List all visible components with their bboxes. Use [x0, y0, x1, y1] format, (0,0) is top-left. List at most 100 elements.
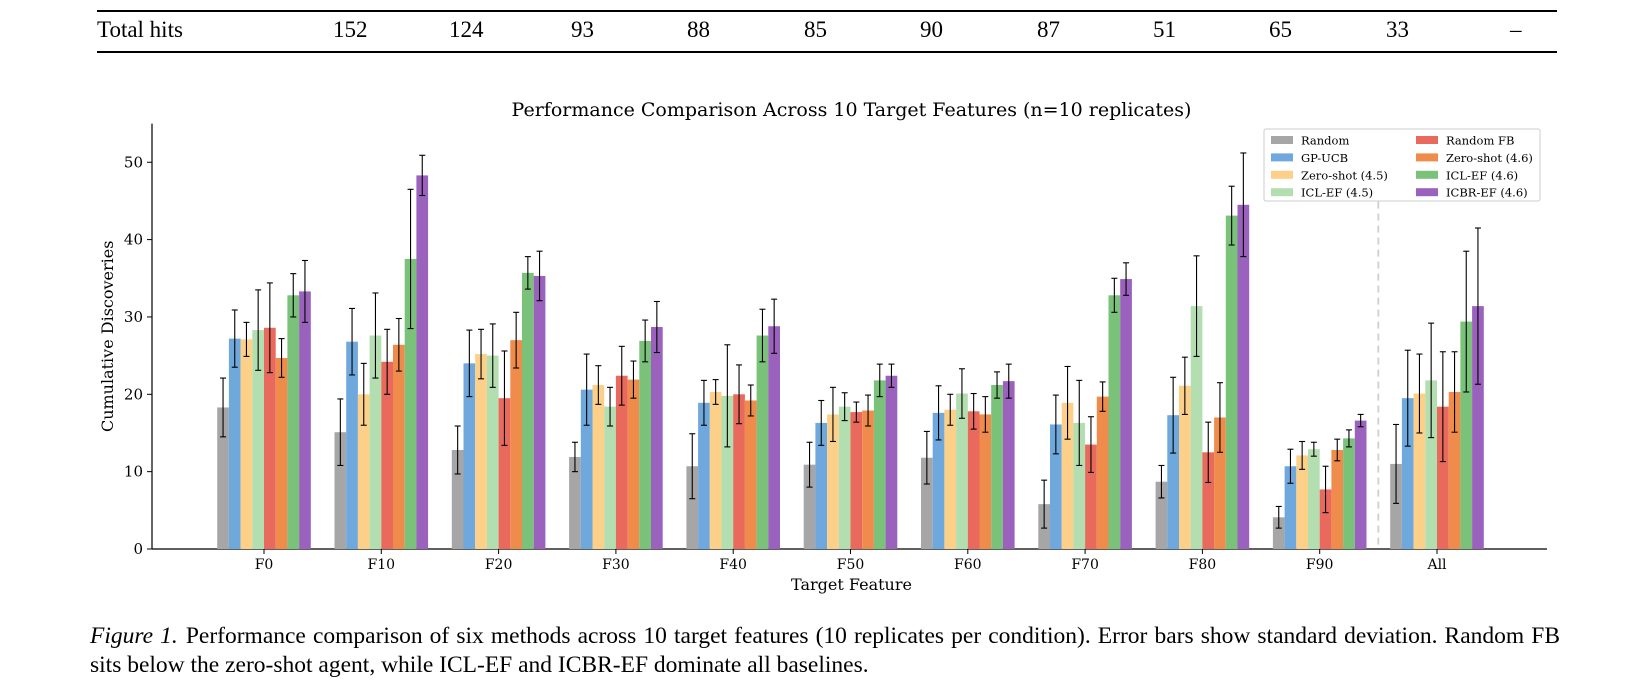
bar [1319, 489, 1332, 549]
bar [604, 406, 616, 549]
bar [252, 330, 264, 549]
table-cell-6: 90 [920, 17, 943, 42]
bar [1331, 449, 1344, 549]
bar [686, 466, 699, 549]
bar [1073, 422, 1086, 549]
bar [979, 414, 992, 549]
bar [815, 422, 828, 549]
table-cell-3: 93 [571, 17, 594, 42]
bar [264, 327, 276, 549]
bar [346, 341, 358, 549]
bar [404, 258, 417, 549]
legend-swatch [1271, 136, 1293, 144]
table-cell-10: 33 [1386, 17, 1409, 42]
table-cell-8: 51 [1153, 17, 1176, 42]
bar [228, 338, 241, 549]
bar [486, 355, 499, 549]
table-cell-5: 85 [804, 17, 827, 42]
bar [827, 414, 839, 549]
table-cell-2: 124 [449, 17, 484, 42]
legend-swatch [1416, 136, 1438, 144]
bar [944, 409, 957, 549]
bar [956, 393, 968, 549]
bar [803, 464, 816, 549]
x-tick-label: F60 [954, 557, 982, 573]
bar [287, 295, 300, 549]
table-cell-9: 65 [1269, 17, 1292, 42]
bar [463, 363, 476, 549]
bar [522, 272, 534, 549]
legend-label: Zero-shot (4.6) [1446, 151, 1533, 165]
table-cell-11: – [1510, 17, 1522, 42]
bar [733, 394, 745, 549]
bar [498, 398, 511, 549]
table-cell-7: 87 [1037, 17, 1060, 42]
bar [1050, 424, 1062, 549]
bar [357, 394, 370, 549]
bar-chart: Performance Comparison Across 10 Target … [98, 99, 1547, 594]
table-bottom-rule [97, 51, 1557, 53]
bar [1120, 279, 1132, 549]
bar [932, 412, 945, 549]
bar [1425, 380, 1437, 549]
bar [1401, 398, 1414, 549]
bar [1343, 438, 1355, 549]
table-top-rule [97, 10, 1557, 12]
bar [334, 432, 347, 549]
legend-swatch [1416, 153, 1438, 162]
legend-swatch [1271, 188, 1293, 197]
bar [651, 327, 663, 549]
y-tick-label: 40 [124, 231, 143, 249]
table-cell-4: 88 [687, 17, 710, 42]
legend-swatch [1271, 153, 1293, 162]
x-axis-label: Target Feature [791, 575, 912, 594]
bar [393, 344, 405, 549]
bar [592, 385, 605, 549]
x-tick-label: F20 [485, 557, 513, 573]
bar [1413, 393, 1426, 549]
bar [1179, 385, 1191, 549]
x-tick-label: F30 [602, 557, 630, 573]
bar [721, 395, 734, 549]
bar [240, 339, 253, 549]
y-tick-label: 50 [124, 153, 143, 171]
bar [451, 449, 464, 549]
bar [381, 361, 393, 549]
bar [885, 375, 898, 549]
legend-label: GP-UCB [1301, 151, 1348, 165]
legend-swatch [1416, 188, 1438, 197]
bar [615, 375, 628, 549]
bar [1390, 463, 1402, 549]
legend-label: Zero-shot (4.5) [1301, 168, 1388, 182]
bar [1061, 402, 1074, 549]
bar [873, 380, 886, 549]
bar [991, 385, 1003, 549]
bar [1155, 481, 1168, 549]
bar [569, 456, 581, 549]
y-axis-label: Cumulative Discoveries [98, 241, 117, 433]
legend-label: Random FB [1446, 134, 1514, 148]
bar [369, 335, 382, 549]
x-tick-label: F70 [1071, 557, 1099, 573]
bar [838, 406, 851, 549]
y-tick-label: 20 [124, 385, 143, 403]
bar [217, 407, 229, 549]
caption-label: Figure 1. [90, 623, 178, 649]
y-tick-label: 10 [124, 463, 143, 481]
x-tick-label: F10 [368, 557, 396, 573]
table-cell-1: 152 [333, 17, 368, 42]
legend-swatch [1271, 170, 1293, 179]
x-tick-label: F80 [1189, 557, 1217, 573]
bar [627, 379, 640, 549]
x-tick-label: All [1426, 557, 1447, 573]
bar [850, 412, 863, 549]
bar [1225, 215, 1238, 549]
y-tick-label: 30 [124, 308, 143, 326]
x-tick-label: F90 [1306, 557, 1334, 573]
bar [475, 354, 487, 549]
bar [299, 291, 311, 549]
bar [862, 410, 874, 549]
bar [275, 357, 288, 549]
bar [1108, 295, 1121, 549]
bar [1448, 391, 1461, 549]
